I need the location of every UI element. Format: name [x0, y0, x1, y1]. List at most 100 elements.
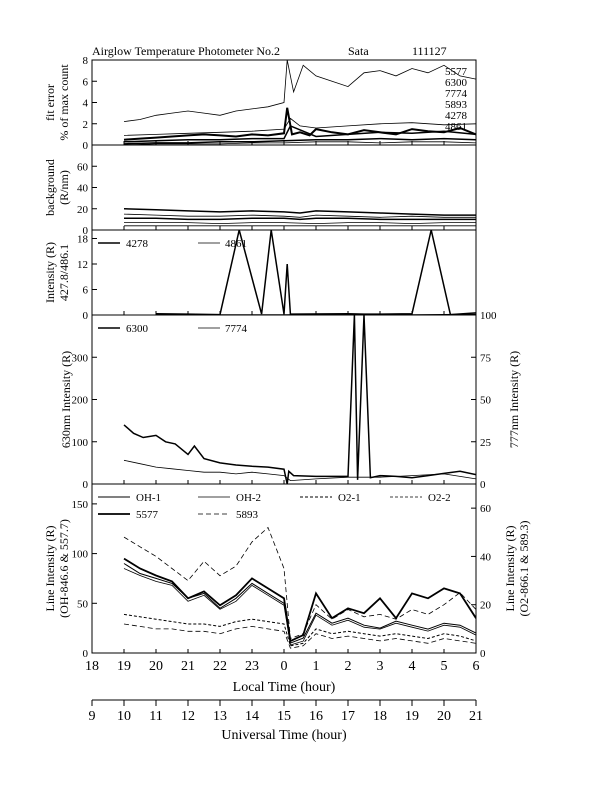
y-axis-label: Intensity (R) — [43, 242, 57, 303]
series-line-6300 — [123, 315, 476, 484]
x-tick-label-ut: 12 — [181, 709, 195, 724]
y-tick-label-right: 100 — [480, 310, 497, 322]
series-line-5577 — [123, 557, 476, 643]
y-tick-label: 2 — [83, 119, 89, 131]
x-tick-label-ut: 17 — [341, 709, 355, 724]
legend-label: 7774 — [225, 323, 248, 335]
legend-label: O2-1 — [338, 492, 361, 504]
series-line-6300 — [123, 60, 476, 122]
x-tick-label-local: 21 — [181, 659, 195, 674]
x-tick-label-local: 2 — [345, 659, 352, 674]
y-tick-label-right: 50 — [480, 395, 492, 407]
x-tick-label-local: 5 — [441, 659, 448, 674]
legend-label: 4861 — [225, 238, 247, 250]
panel-frame — [91, 314, 477, 485]
series-line-oh-1 — [123, 563, 476, 644]
y-axis-label: 630nm Intensity (R) — [59, 351, 73, 448]
y-tick-label: 150 — [72, 499, 89, 511]
legend-label: 6300 — [445, 77, 468, 89]
legend-label: 4278 — [126, 238, 149, 250]
y-tick-label-right: 75 — [480, 352, 492, 364]
y-tick-label-right: 0 — [480, 648, 486, 660]
y-tick-label: 0 — [83, 479, 89, 491]
y-axis-label: fit error — [43, 84, 57, 121]
x-tick-label-ut: 20 — [437, 709, 451, 724]
series-line-o2-1 — [123, 613, 476, 647]
y-axis-label: % of max count — [57, 64, 71, 141]
y-tick-label-right: 60 — [480, 503, 492, 515]
y-tick-label: 0 — [83, 310, 89, 322]
x-tick-label-local: 0 — [281, 659, 288, 674]
series-line-4861 — [123, 141, 476, 145]
series-line-6300 — [123, 213, 476, 218]
legend-label: O2-2 — [428, 492, 451, 504]
x-tick-label-ut: 21 — [469, 709, 483, 724]
chart-panel-1: 0 2 4 6 8 fit error% of max count 557763007774… — [43, 55, 477, 152]
x-tick-label-local: 4 — [409, 659, 416, 674]
x-tick-label-local: 1 — [313, 659, 320, 674]
chart-date-code: 111127 — [412, 44, 447, 58]
x-tick-label-ut: 19 — [405, 709, 419, 724]
y-tick-label: 6 — [83, 76, 89, 88]
y-axis-label-right: 777nm Intensity (R) — [507, 351, 521, 448]
x-tick-label-ut: 16 — [309, 709, 323, 724]
y-tick-label: 40 — [77, 183, 89, 195]
x-tick-label-local: 20 — [149, 659, 163, 674]
x-tick-label-local: 6 — [473, 659, 480, 674]
chart-panel-2: 0 20 40 60 background (R/nm) — [43, 144, 477, 237]
y-axis-label: 427.8/486.1 — [57, 244, 71, 301]
y-tick-label: 50 — [77, 598, 89, 610]
panel-frame — [91, 144, 477, 231]
series-line-7774 — [123, 459, 476, 482]
series-line-oh-2 — [123, 568, 476, 646]
legend-label: 6300 — [126, 323, 149, 335]
x-tick-label-ut: 9 — [89, 709, 96, 724]
y-tick-label: 100 — [72, 437, 89, 449]
x-tick-label-ut: 14 — [245, 709, 259, 724]
series-line-o2-2 — [123, 623, 476, 649]
legend-label: OH-2 — [236, 492, 261, 504]
x-tick-label-ut: 18 — [373, 709, 387, 724]
chart-title: Airglow Temperature Photometer No.2 — [92, 44, 280, 58]
y-tick-label: 18 — [77, 234, 89, 246]
y-tick-label: 6 — [83, 285, 89, 297]
legend-label: 5893 — [236, 509, 259, 521]
y-axis-label-right: (O2-866.1 & 589.3) — [517, 521, 531, 617]
legend-label: OH-1 — [136, 492, 161, 504]
x-axis-label-local: Local Time (hour) — [233, 680, 336, 695]
legend-label: 7774 — [445, 88, 468, 100]
series-line-5577 — [123, 107, 476, 141]
y-axis-label: Line Intensity (R) — [43, 526, 57, 612]
legend-label: 4278 — [445, 110, 468, 122]
series-line-7774 — [124, 217, 476, 221]
series-line-5577 — [123, 208, 476, 216]
y-tick-label: 100 — [72, 549, 89, 561]
panel-frame — [91, 229, 477, 316]
y-tick-label-right: 25 — [480, 437, 492, 449]
series-line-4278 — [123, 137, 476, 145]
y-tick-label: 0 — [83, 140, 89, 152]
series-line-7774 — [123, 117, 476, 136]
y-tick-label: 4 — [83, 98, 89, 110]
y-tick-label-right: 0 — [480, 479, 486, 491]
y-axis-label: (R/nm) — [57, 170, 71, 205]
x-tick-label-local: 19 — [117, 659, 131, 674]
legend-label: 5893 — [445, 99, 468, 111]
legend-label: 4861 — [445, 121, 467, 133]
legend-label: 5577 — [445, 66, 468, 78]
y-tick-label-right: 20 — [480, 600, 492, 612]
x-tick-label-ut: 10 — [117, 709, 131, 724]
x-tick-label-local: 18 — [85, 659, 99, 674]
y-tick-label: 200 — [72, 395, 89, 407]
series-line-5893 — [123, 526, 476, 640]
series-line-5893 — [123, 124, 476, 143]
x-tick-label-ut: 15 — [277, 709, 291, 724]
series-line-5893 — [124, 222, 476, 225]
series-line-4278 — [155, 230, 476, 315]
x-axis-label-ut: Universal Time (hour) — [221, 728, 347, 743]
x-tick-label-ut: 13 — [213, 709, 227, 724]
y-tick-label: 8 — [83, 55, 89, 67]
y-tick-label: 0 — [83, 225, 89, 237]
